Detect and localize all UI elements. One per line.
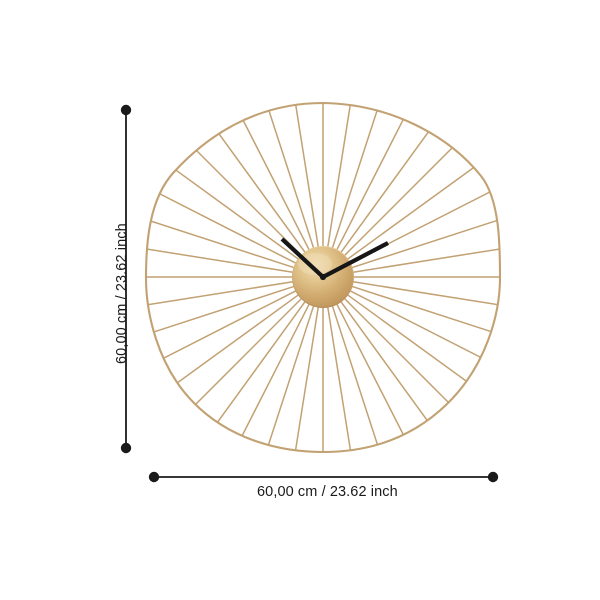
clock-spoke [146, 280, 296, 324]
clock-spoke [350, 280, 500, 324]
clock-spoke [146, 230, 296, 274]
clock-spoke [146, 144, 298, 265]
clock-spoke [146, 105, 301, 261]
width-dimension-line [148, 471, 499, 483]
clock-spoke [345, 293, 500, 449]
clock-spoke [349, 285, 500, 368]
clock-spoke [146, 285, 297, 368]
clock-spoke [342, 103, 500, 258]
clock-spoke [350, 230, 500, 274]
clock-spoke [146, 289, 298, 410]
clock-spoke [335, 103, 456, 252]
hub-highlight [298, 253, 332, 275]
clock-spoke [348, 289, 500, 410]
clock-spoke [331, 103, 414, 251]
width-dimension-label: 60,00 cm / 23.62 inch [257, 484, 398, 500]
clock-spoke [190, 302, 311, 452]
clock-spoke [276, 103, 320, 250]
height-dimension-line [120, 104, 132, 454]
clock-spoke [326, 304, 370, 452]
clock-spoke [349, 186, 500, 269]
clock-rim [144, 101, 502, 454]
clock-spoke [232, 303, 315, 452]
clock-spokes [146, 103, 500, 452]
height-dimension-label: 60,00 cm / 23.62 inch [114, 223, 130, 364]
clock-spoke [151, 103, 307, 255]
clock-spoke [232, 103, 315, 251]
clock-spoke [335, 302, 456, 452]
clock-spoke [339, 299, 495, 452]
clock-spoke [339, 103, 495, 255]
hand-pivot [319, 273, 327, 281]
clock-spoke [326, 103, 370, 250]
clock-spoke [345, 105, 500, 261]
clock-spoke [146, 186, 297, 269]
hour-hand [322, 241, 389, 279]
clock-spoke [276, 304, 320, 452]
width-dim-endpoint-right [487, 471, 499, 483]
clock-spoke [151, 299, 307, 452]
clock-spoke [146, 293, 301, 449]
height-dim-endpoint-top [120, 104, 132, 116]
width-dim-endpoint-left [148, 471, 160, 483]
clock-spoke [146, 103, 304, 258]
clock-spoke [190, 103, 311, 252]
minute-hand [280, 237, 325, 279]
clock-spoke [331, 303, 414, 452]
height-dim-endpoint-bottom [120, 442, 132, 454]
